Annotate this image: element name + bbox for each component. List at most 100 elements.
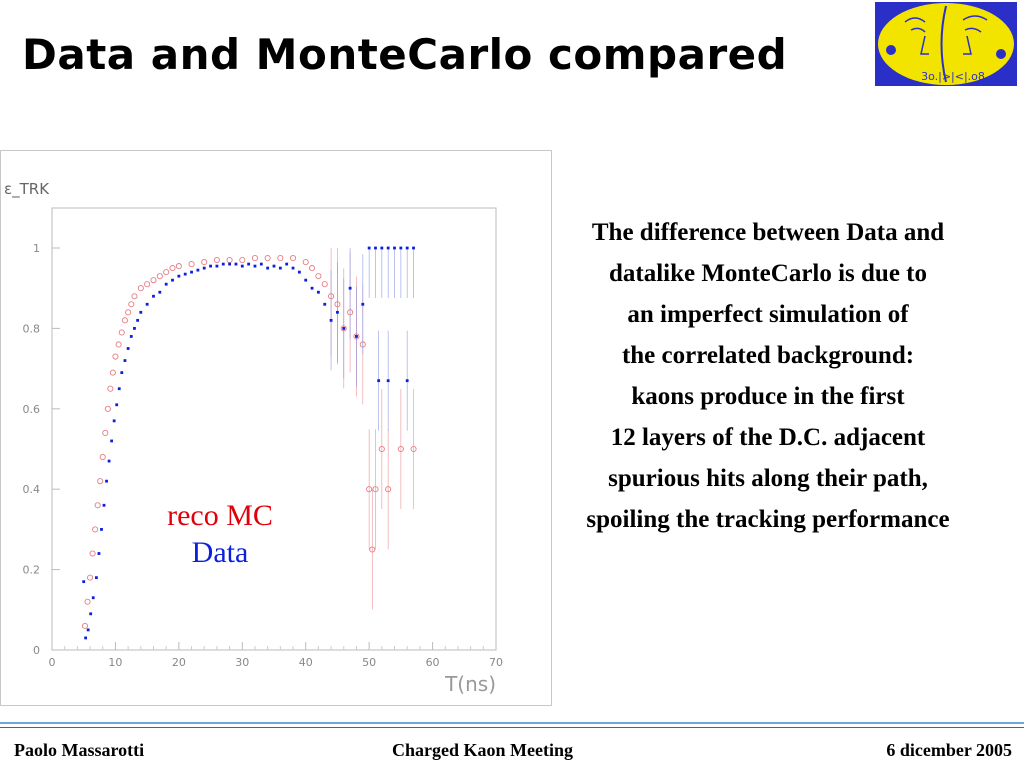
mc-point [92,526,99,533]
mc-point [128,301,135,308]
mc-point [315,273,322,280]
data-point [253,264,257,268]
y-tick-label: 0.4 [23,483,41,496]
data-point [136,318,140,322]
description-line: The difference between Data and [591,219,945,246]
data-point [139,310,143,314]
data-point [399,246,403,250]
mc-point [125,309,132,316]
description-line: the correlated background: [621,342,915,369]
data-point [240,264,244,268]
slide-title: Data and MonteCarlo compared [22,30,788,79]
mc-point [112,353,119,360]
mc-point [277,255,284,262]
data-point [291,266,295,270]
mc-point [87,574,94,581]
data-point [84,636,88,640]
mc-point [251,255,259,262]
data-point [152,294,155,298]
data-point [297,270,301,274]
mc-point [226,257,233,264]
mc-point [175,263,182,270]
data-point [107,459,111,463]
mc-point [144,281,151,288]
mc-point [163,269,170,276]
x-tick-label: 40 [299,656,313,669]
data-point [221,262,225,266]
data-point [278,266,282,270]
mc-point [156,273,163,280]
mc-point [84,598,91,605]
mc-point [372,486,379,493]
data-point [120,371,124,375]
data-point [405,246,409,250]
data-point [117,387,121,391]
x-tick-label: 10 [108,656,122,669]
data-point [380,246,384,250]
data-point [95,576,98,580]
data-point [412,246,415,250]
data-point [234,262,238,266]
data-point [377,379,381,383]
mc-point [89,550,96,557]
data-point [336,310,339,314]
mc-point [94,502,101,509]
mc-point [410,445,417,453]
description-line: spoiling the tracking performance [586,506,950,533]
mc-point [115,341,122,348]
description-line: an imperfect simulation of [627,301,909,328]
description-line: datalike MonteCarlo is due to [608,260,928,287]
data-point [228,262,231,266]
mc-point [118,329,125,336]
y-tick-label: 0.6 [23,403,41,416]
data-point [342,327,346,330]
legend-reco-label: reco [167,499,219,532]
data-point [285,262,289,266]
chart-legend: reco MC Data [150,498,290,571]
data-point [209,264,212,268]
mc-point [239,257,246,264]
data-point [247,262,251,266]
mc-point [97,478,104,485]
data-point [110,439,114,443]
data-point [105,479,108,483]
data-point [386,379,390,383]
data-point [89,612,93,616]
description-text: The difference between Data and datalike… [512,212,1024,540]
mc-point [366,486,373,493]
footer-divider-thin [0,727,1024,728]
data-point [190,270,193,274]
x-tick-label: 70 [489,656,503,669]
x-tick-label: 50 [362,656,376,669]
data-point [177,274,181,278]
mc-point [109,369,116,376]
data-point [215,264,219,268]
footer-author: Paolo Massarotti [14,740,145,760]
data-point [386,246,390,250]
data-point [102,503,106,507]
mc-point [385,486,392,493]
data-point [323,302,327,306]
data-point [361,302,365,306]
data-point [115,403,119,407]
data-point [145,302,149,306]
data-point [129,335,133,338]
footer-date: 6 dicember 2005 [886,740,1012,760]
mc-point [131,293,138,300]
data-point [355,335,358,338]
mc-point [104,405,111,412]
x-tick-label: 60 [426,656,440,669]
y-tick-label: 0 [33,644,40,657]
efficiency-chart: 0 10 20 30 40 50 60 70 0 0.2 0.4 0.6 0.8 1 ε_TRK T(ns… [4,180,503,696]
mc-point [321,281,328,288]
mc-point [150,277,157,284]
logo-text: 3o.|>|<|.o8 [921,70,985,83]
y-tick-label: 0.2 [23,564,41,577]
data-point [133,327,136,330]
data-point [97,552,101,555]
data-point [82,580,86,584]
legend-data-label: Data [191,535,249,569]
mc-point [289,255,297,262]
mc-point [102,429,109,436]
mc-point [309,265,316,272]
